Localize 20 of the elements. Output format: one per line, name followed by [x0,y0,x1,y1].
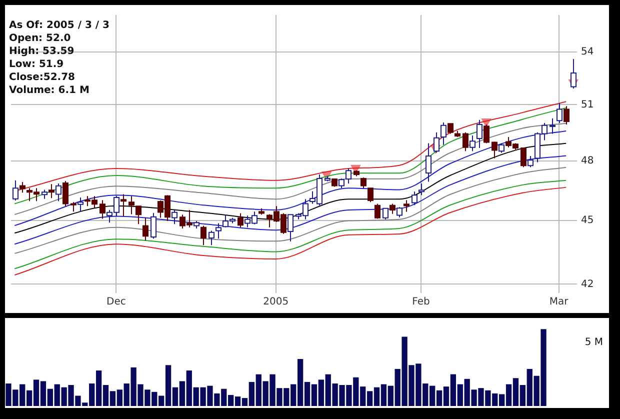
line-series [14,122,567,215]
annotation: Volume: 6.1 M [9,84,90,97]
line-series [14,142,567,234]
line-series [14,166,567,254]
annotation: High: 53.59 [9,45,76,58]
text: 5 M [584,336,603,349]
y-tick-label: 42 [581,278,594,290]
y-tick-label: 45 [581,214,594,226]
y-tick-label: 54 [581,46,594,58]
y-tick-label: 51 [581,99,594,110]
line-series [14,130,567,226]
x-tick-label: Mar [549,296,570,308]
annotation: Close:52.78 [9,71,76,84]
x-tick-label: Feb [412,296,430,308]
annotation: As Of: 2005 / 3 / 3 [9,19,110,32]
x-tick-label: Dec [106,296,126,308]
y-tick-label: 48 [581,155,594,166]
annotation: Open: 52.0 [9,32,72,45]
x-tick-label: 2005 [263,296,289,308]
annotation: Low: 51.9 [9,58,65,71]
